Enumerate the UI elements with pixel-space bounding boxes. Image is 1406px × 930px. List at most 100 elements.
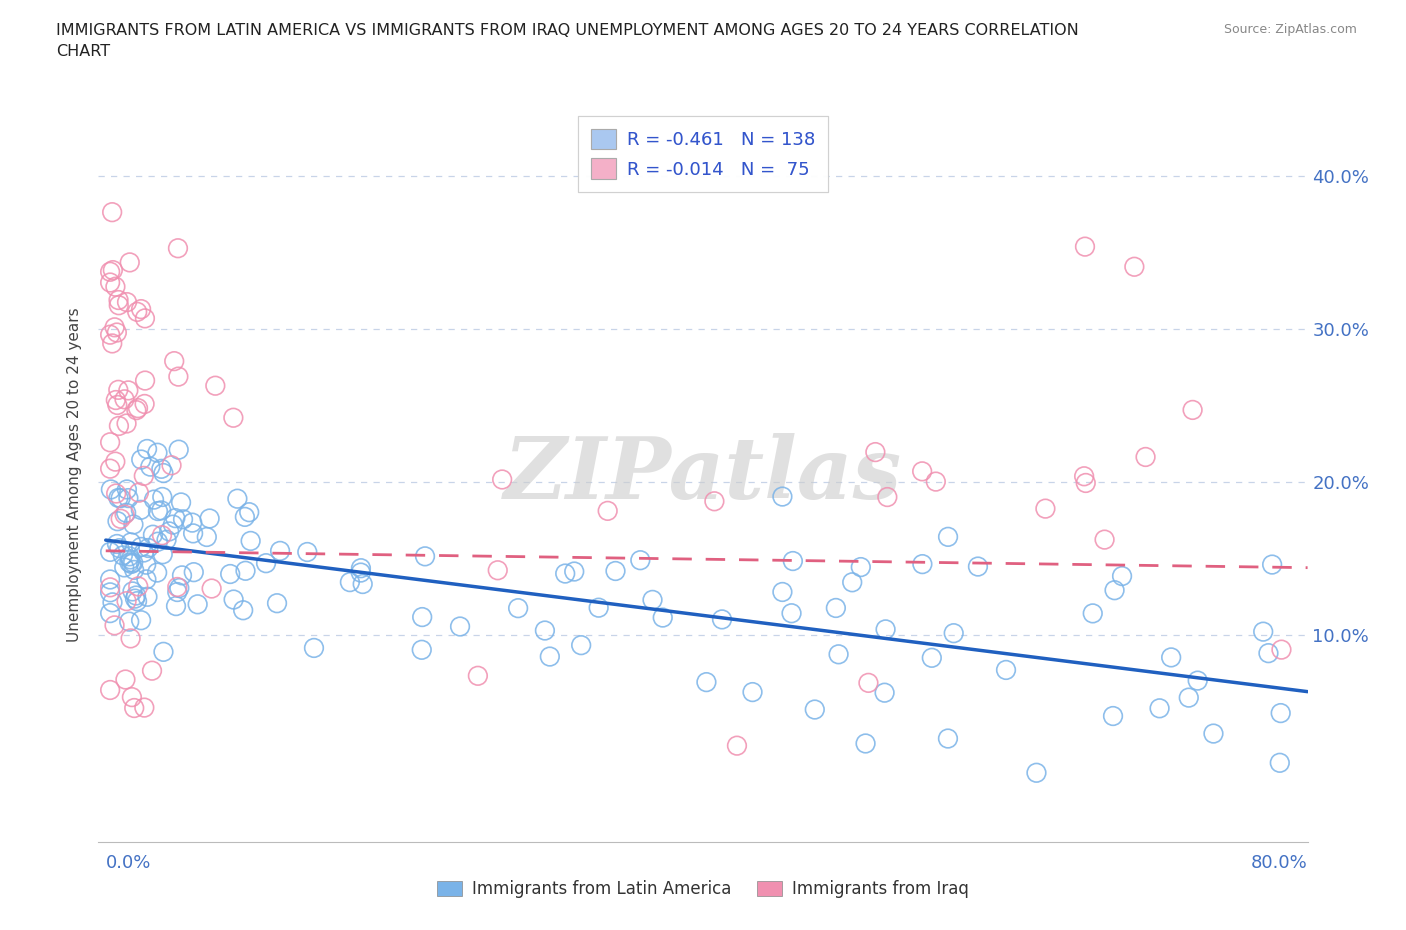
Point bbox=[201, 581, 224, 596]
Point bbox=[117, 491, 139, 506]
Point bbox=[122, 517, 145, 532]
Point bbox=[266, 596, 288, 611]
Point bbox=[120, 631, 142, 645]
Point bbox=[782, 553, 804, 568]
Point bbox=[1270, 643, 1292, 658]
Point bbox=[98, 327, 121, 342]
Point bbox=[226, 491, 249, 506]
Point bbox=[232, 603, 254, 618]
Point bbox=[139, 459, 162, 474]
Point bbox=[167, 241, 190, 256]
Text: ZIPatlas: ZIPatlas bbox=[503, 432, 903, 516]
Point bbox=[121, 584, 143, 599]
Point bbox=[1073, 469, 1095, 484]
Point bbox=[1123, 259, 1146, 274]
Point bbox=[491, 472, 513, 487]
Point bbox=[125, 403, 148, 418]
Point bbox=[101, 262, 124, 277]
Point bbox=[98, 544, 121, 559]
Point bbox=[112, 560, 135, 575]
Point bbox=[141, 663, 163, 678]
Point bbox=[160, 458, 183, 472]
Point bbox=[105, 486, 128, 501]
Point bbox=[129, 301, 152, 316]
Point bbox=[150, 528, 173, 543]
Point bbox=[651, 610, 673, 625]
Point bbox=[107, 298, 129, 312]
Point bbox=[146, 534, 169, 549]
Point bbox=[166, 585, 188, 600]
Point bbox=[115, 482, 138, 497]
Point bbox=[170, 495, 193, 510]
Point bbox=[936, 529, 959, 544]
Point bbox=[825, 601, 848, 616]
Point bbox=[114, 392, 136, 406]
Point bbox=[925, 474, 948, 489]
Point bbox=[911, 464, 934, 479]
Point bbox=[134, 700, 156, 715]
Point bbox=[596, 503, 619, 518]
Point bbox=[98, 683, 121, 698]
Point bbox=[269, 543, 291, 558]
Point bbox=[101, 205, 124, 219]
Point bbox=[114, 672, 136, 687]
Point bbox=[170, 568, 193, 583]
Point bbox=[129, 613, 152, 628]
Point bbox=[134, 396, 156, 411]
Point bbox=[534, 623, 557, 638]
Point bbox=[105, 397, 128, 412]
Point bbox=[98, 572, 121, 587]
Point bbox=[136, 442, 159, 457]
Point bbox=[172, 512, 194, 526]
Point bbox=[725, 738, 748, 753]
Point bbox=[142, 527, 165, 542]
Point bbox=[1270, 706, 1292, 721]
Point bbox=[167, 369, 190, 384]
Text: IMMIGRANTS FROM LATIN AMERICA VS IMMIGRANTS FROM IRAQ UNEMPLOYMENT AMONG AGES 20: IMMIGRANTS FROM LATIN AMERICA VS IMMIGRA… bbox=[56, 23, 1078, 60]
Point bbox=[114, 507, 136, 522]
Point bbox=[134, 373, 156, 388]
Point bbox=[508, 601, 530, 616]
Point bbox=[936, 731, 959, 746]
Point bbox=[855, 736, 877, 751]
Point bbox=[1251, 624, 1274, 639]
Point bbox=[98, 580, 121, 595]
Point bbox=[204, 379, 226, 393]
Point bbox=[122, 700, 145, 715]
Point bbox=[165, 599, 187, 614]
Point bbox=[183, 565, 205, 579]
Point bbox=[138, 540, 160, 555]
Point bbox=[911, 557, 934, 572]
Point bbox=[1081, 606, 1104, 621]
Point bbox=[117, 383, 139, 398]
Point bbox=[741, 684, 763, 699]
Point bbox=[865, 445, 887, 459]
Point bbox=[967, 559, 990, 574]
Point bbox=[770, 489, 793, 504]
Point bbox=[1160, 650, 1182, 665]
Legend: Immigrants from Latin America, Immigrants from Iraq: Immigrants from Latin America, Immigrant… bbox=[430, 873, 976, 905]
Point bbox=[1135, 449, 1157, 464]
Text: Source: ZipAtlas.com: Source: ZipAtlas.com bbox=[1223, 23, 1357, 36]
Point bbox=[1035, 501, 1057, 516]
Point bbox=[187, 597, 209, 612]
Point bbox=[98, 461, 121, 476]
Point bbox=[562, 565, 585, 579]
Point bbox=[111, 548, 134, 563]
Point bbox=[129, 502, 152, 517]
Point bbox=[162, 517, 184, 532]
Point bbox=[107, 513, 129, 528]
Point bbox=[233, 510, 256, 525]
Point bbox=[1187, 673, 1209, 688]
Point bbox=[118, 614, 141, 629]
Point bbox=[195, 529, 218, 544]
Point bbox=[127, 401, 149, 416]
Point bbox=[605, 564, 627, 578]
Point bbox=[198, 512, 221, 526]
Point bbox=[873, 685, 896, 700]
Point bbox=[103, 618, 125, 632]
Point bbox=[1094, 532, 1116, 547]
Point bbox=[449, 619, 471, 634]
Point bbox=[98, 264, 121, 279]
Point bbox=[104, 454, 127, 469]
